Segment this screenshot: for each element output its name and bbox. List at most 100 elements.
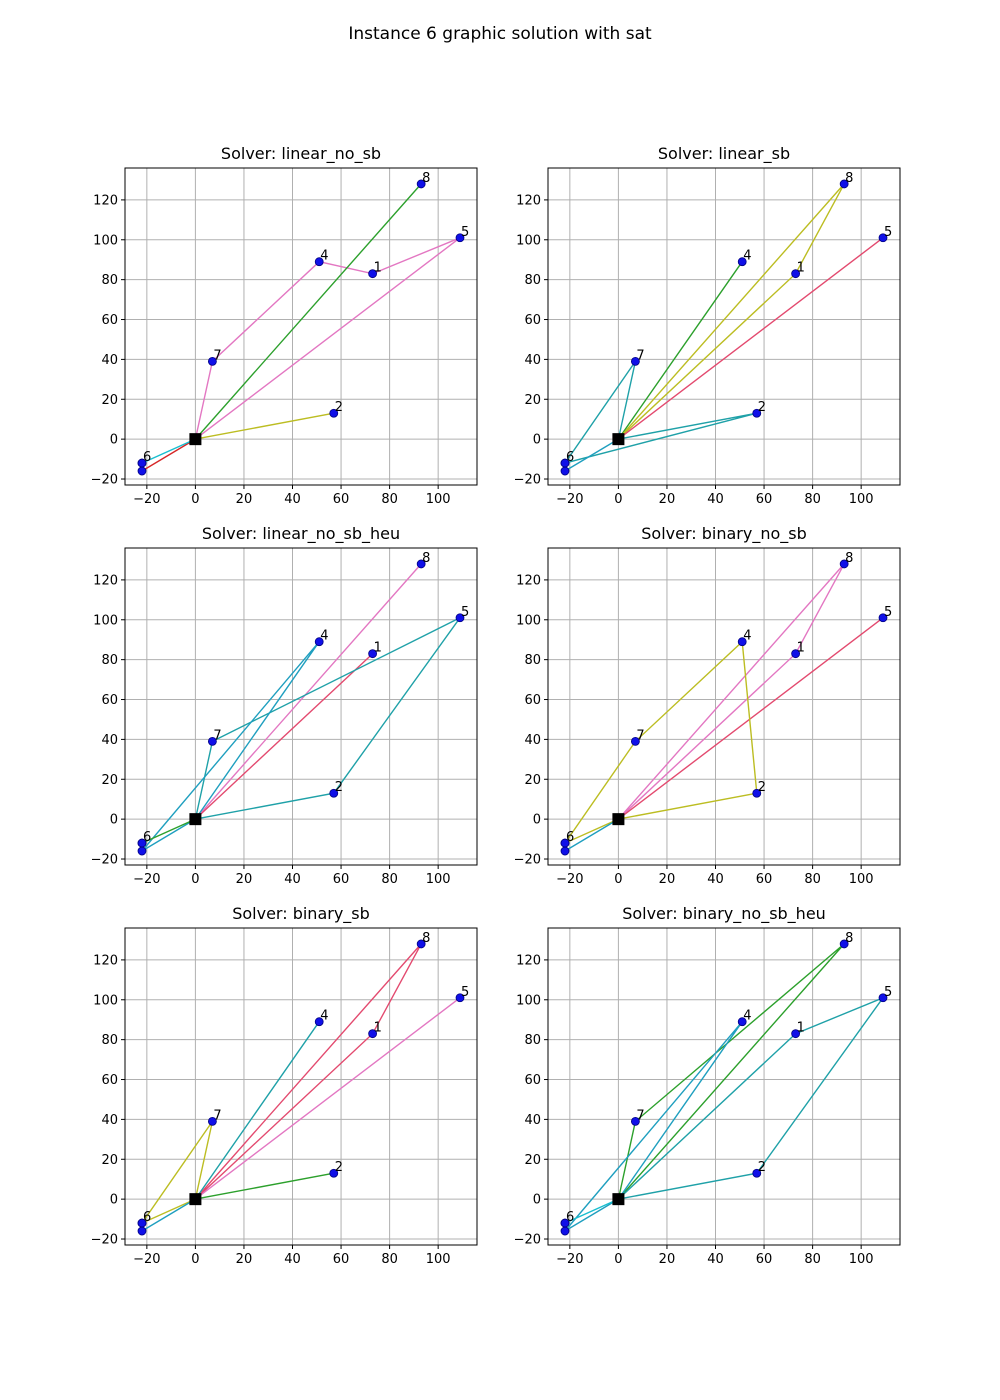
node-label-8: 8 (845, 551, 853, 566)
customer-node-1 (368, 269, 378, 279)
customer-node-4 (737, 1017, 747, 1027)
node-label-4: 4 (320, 1009, 328, 1024)
customer-node-5 (878, 993, 888, 1003)
route-line-2 (617, 996, 885, 1200)
customer-node-1 (368, 649, 378, 659)
customer-node-8 (839, 179, 849, 189)
x-tick-label: 0 (614, 492, 622, 507)
customer-node-4 (314, 257, 324, 267)
panel-title: Solver: linear_no_sb (221, 144, 381, 164)
customer-node-9 (560, 846, 570, 856)
route-line-4 (141, 641, 320, 852)
y-tick-label: 0 (533, 813, 541, 828)
node-label-7: 7 (636, 348, 644, 363)
x-tick-label: 20 (236, 1252, 253, 1267)
y-tick-label: −20 (514, 853, 541, 868)
y-tick-label: 80 (524, 1033, 541, 1048)
customer-node-1 (791, 649, 801, 659)
x-tick-label: 0 (191, 1252, 199, 1267)
x-tick-label: 0 (191, 872, 199, 887)
y-tick-label: 100 (516, 613, 541, 628)
y-tick-label: 100 (93, 613, 118, 628)
node-label-7: 7 (213, 348, 221, 363)
customer-node-8 (416, 939, 426, 949)
node-label-6: 6 (566, 1210, 574, 1225)
y-tick-label: 100 (93, 233, 118, 248)
node-label-5: 5 (461, 605, 469, 620)
node-label-8: 8 (422, 171, 430, 186)
y-tick-label: 20 (524, 393, 541, 408)
route-line-3 (617, 237, 884, 440)
y-tick-label: 120 (93, 193, 118, 208)
node-label-2: 2 (758, 780, 766, 795)
node-label-5: 5 (884, 605, 892, 620)
y-tick-label: −20 (91, 1233, 118, 1248)
customer-node-9 (560, 466, 570, 476)
x-tick-label: 80 (804, 492, 821, 507)
node-label-1: 1 (797, 1021, 805, 1036)
y-tick-label: −20 (91, 853, 118, 868)
customer-node-5 (455, 993, 465, 1003)
customer-node-8 (839, 939, 849, 949)
x-tick-label: 20 (659, 492, 676, 507)
node-label-6: 6 (143, 830, 151, 845)
customer-node-2 (329, 408, 339, 418)
y-tick-label: 60 (101, 693, 118, 708)
y-tick-label: 40 (524, 353, 541, 368)
panel-title: Solver: linear_no_sb_heu (202, 524, 400, 544)
customer-node-9 (137, 846, 147, 856)
y-tick-label: 40 (101, 1113, 118, 1128)
y-tick-label: 40 (101, 733, 118, 748)
customer-node-1 (368, 1029, 378, 1039)
y-tick-label: 60 (101, 1073, 118, 1088)
route-line-4 (563, 361, 757, 465)
depot-marker (189, 1193, 202, 1206)
route-line-1 (194, 237, 461, 440)
route-line-1 (194, 943, 422, 1200)
customer-node-8 (839, 559, 849, 569)
y-tick-label: 40 (101, 353, 118, 368)
customer-node-5 (455, 233, 465, 243)
depot-marker (189, 433, 202, 446)
x-tick-label: 40 (284, 492, 301, 507)
y-tick-label: 0 (533, 1193, 541, 1208)
y-tick-label: 60 (524, 1073, 541, 1088)
node-label-5: 5 (461, 225, 469, 240)
y-tick-label: 80 (524, 273, 541, 288)
route-line-2 (617, 183, 845, 440)
y-tick-label: 20 (101, 1153, 118, 1168)
node-label-1: 1 (374, 1021, 382, 1036)
node-label-1: 1 (374, 641, 382, 656)
x-tick-label: −20 (556, 492, 583, 507)
panel-title: Solver: linear_sb (658, 144, 790, 164)
x-tick-label: 40 (707, 1252, 724, 1267)
x-tick-label: −20 (133, 1252, 160, 1267)
x-tick-label: 0 (614, 872, 622, 887)
customer-node-5 (455, 613, 465, 623)
node-label-4: 4 (743, 629, 751, 644)
node-label-4: 4 (320, 629, 328, 644)
x-tick-label: 100 (426, 1252, 451, 1267)
x-tick-label: 20 (236, 492, 253, 507)
x-tick-label: 20 (659, 872, 676, 887)
node-label-6: 6 (143, 450, 151, 465)
route-line-5 (139, 1121, 214, 1225)
x-tick-label: 80 (381, 1252, 398, 1267)
node-label-5: 5 (884, 225, 892, 240)
route-line-2 (194, 183, 422, 440)
x-tick-label: 0 (614, 1252, 622, 1267)
customer-node-7 (207, 736, 217, 746)
customer-node-9 (137, 1226, 147, 1236)
node-label-8: 8 (422, 931, 430, 946)
y-tick-label: 100 (93, 993, 118, 1008)
panel-title: Solver: binary_no_sb (641, 524, 807, 544)
x-tick-label: 40 (707, 872, 724, 887)
x-tick-label: −20 (556, 1252, 583, 1267)
node-label-8: 8 (845, 931, 853, 946)
x-tick-label: 100 (849, 1252, 874, 1267)
y-tick-label: 60 (524, 693, 541, 708)
node-label-7: 7 (636, 728, 644, 743)
node-label-4: 4 (320, 249, 328, 264)
node-label-7: 7 (213, 728, 221, 743)
